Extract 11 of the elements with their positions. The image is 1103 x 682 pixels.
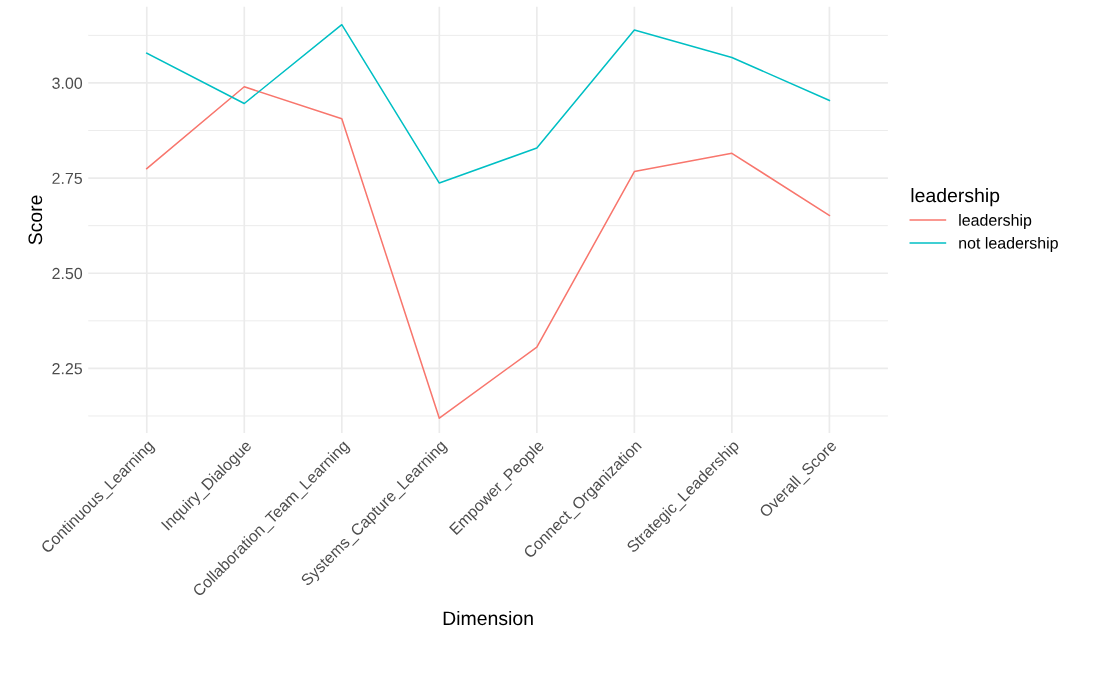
y-tick-label: 2.75 xyxy=(52,172,83,185)
y-axis-title: Score xyxy=(28,195,43,245)
y-tick-label: 3.00 xyxy=(52,77,83,89)
legend-title: leadership xyxy=(911,188,1000,207)
y-tick-label: 2.25 xyxy=(52,363,83,375)
legend-label: leadership xyxy=(959,214,1032,230)
line-series xyxy=(145,23,831,184)
legend-label: not leadership xyxy=(959,236,1058,252)
y-tick-label: 2.50 xyxy=(52,267,83,280)
line-series xyxy=(145,85,831,419)
x-axis-title: Dimension xyxy=(443,610,533,626)
